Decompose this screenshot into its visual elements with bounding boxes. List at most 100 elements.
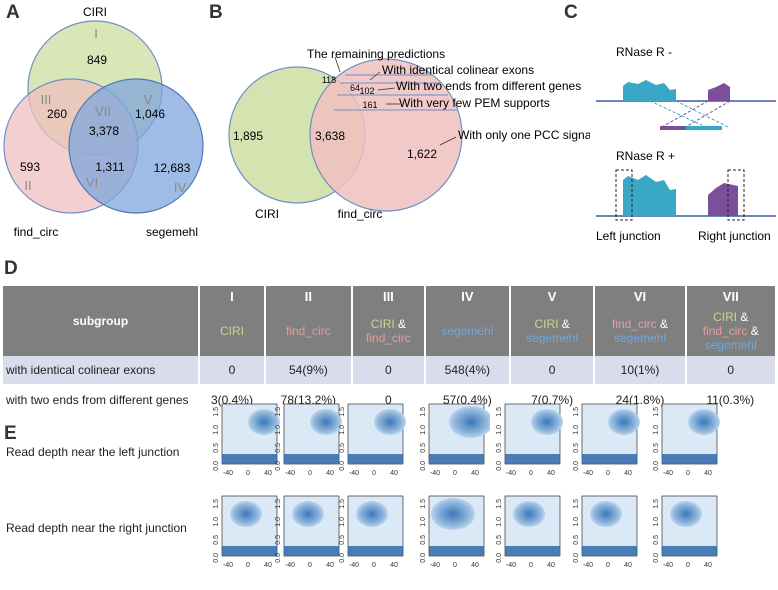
venn-a-label-findcirc: find_circ: [14, 225, 59, 239]
x-tick: 0: [606, 562, 610, 569]
read-depth-plot: 0.0 0.5 1.0 1.5 -40 0 40: [420, 403, 490, 477]
venn-a-circle-segemehl: [68, 78, 204, 214]
table-row-label: with two ends from different genes: [6, 393, 189, 407]
x-tick: 0: [686, 470, 690, 477]
panel-e-label-right: Read depth near the right junction: [6, 521, 187, 535]
panel-label-d: D: [4, 258, 18, 279]
y-tick: 0.5: [653, 443, 660, 453]
y-tick: 0.5: [420, 443, 427, 453]
venn-a-roman-vi: VI: [86, 175, 98, 190]
venn-b: 1,895 3,638 1,622 161 102 64 118 CIRI fi…: [228, 47, 590, 221]
table-cell: 11(0.3%): [706, 393, 755, 407]
x-tick: 40: [390, 470, 398, 477]
venn-b-count-very-few: 161: [362, 100, 377, 110]
x-tick: -40: [285, 470, 295, 477]
y-tick: 0.5: [213, 535, 220, 545]
read-depth-plot: 0.0 0.5 1.0 1.5 -40 0 40: [339, 403, 406, 477]
y-tick: 0.0: [653, 553, 660, 563]
table-group-part: CIRI: [370, 317, 395, 331]
venn-b-count-remaining: 118: [322, 75, 336, 85]
venn-b-count-overlap: 3,638: [315, 129, 345, 143]
table-group-part: find_circ: [702, 324, 748, 338]
x-tick: -40: [430, 470, 440, 477]
exon-left-plus: [623, 175, 676, 216]
panel-label-a: A: [6, 2, 20, 23]
y-tick: 0.0: [496, 553, 503, 563]
venn-a-roman-i: I: [94, 26, 98, 41]
venn-a-count-ii: 593: [20, 160, 40, 174]
y-tick: 1.0: [213, 425, 220, 435]
table-group-part: segemehl: [613, 331, 666, 345]
x-tick: -40: [663, 470, 673, 477]
y-tick: 1.0: [339, 517, 346, 527]
y-tick: 1.5: [653, 499, 660, 509]
read-depth-plot: 0.0 0.5 1.0 1.5 -40 0 40: [213, 403, 280, 477]
x-tick: 40: [471, 562, 479, 569]
read-depth-plot: 0.0 0.5 1.0 1.5 -40 0 40: [420, 495, 485, 569]
table-cell: 10(1%): [594, 356, 687, 384]
y-tick: 0.0: [420, 553, 427, 563]
venn-b-label-findcirc: find_circ: [338, 207, 383, 221]
x-tick: 40: [704, 470, 712, 477]
panel-c-schematic: RNase R - RNase R + Left junction Right …: [596, 45, 776, 243]
x-tick: 0: [529, 470, 533, 477]
x-tick: 0: [308, 562, 312, 569]
table-row-label: with identical colinear exons: [3, 356, 200, 384]
venn-a-roman-iv: IV: [174, 180, 187, 195]
venn-b-count-ciri-only: 1,895: [233, 129, 263, 143]
y-tick: 0.0: [275, 461, 282, 471]
y-tick: 0.0: [653, 461, 660, 471]
right-junction-label: Right junction: [698, 229, 771, 243]
table-roman: I: [199, 286, 266, 306]
x-tick: 40: [264, 470, 272, 477]
x-tick: 0: [246, 562, 250, 569]
y-tick: 0.0: [275, 553, 282, 563]
table-cell: 0: [385, 393, 392, 407]
x-tick: 40: [390, 562, 398, 569]
x-tick: -40: [223, 562, 233, 569]
read-depth-plot: 0.0 0.5 1.0 1.5 -40 0 40: [275, 495, 340, 569]
table-roman: II: [264, 286, 353, 306]
read-depth-plot: 0.0 0.5 1.0 1.5 -40 0 40: [339, 495, 404, 569]
x-tick: 40: [264, 562, 272, 569]
venn-a-label-segemehl: segemehl: [146, 225, 198, 239]
x-tick: 0: [686, 562, 690, 569]
x-tick: -40: [506, 562, 516, 569]
x-tick: 0: [453, 470, 457, 477]
y-tick: 0.5: [275, 443, 282, 453]
y-tick: 1.5: [275, 499, 282, 509]
table-group-part: CIRI: [713, 310, 738, 324]
exon-left-minus: [623, 80, 676, 101]
table-group-part: CIRI: [219, 324, 244, 338]
venn-a-roman-ii: II: [24, 178, 31, 193]
x-tick: -40: [430, 562, 440, 569]
y-tick: 0.5: [496, 443, 503, 453]
venn-a-roman-iii: III: [41, 92, 52, 107]
right-junction-box: [727, 169, 745, 221]
table-group: CIRI & segemehl: [509, 306, 596, 356]
venn-b-label-ciri: CIRI: [255, 207, 279, 221]
y-tick: 1.5: [213, 499, 220, 509]
exon-right-plus: [708, 183, 738, 216]
venn-a-count-vii: 3,378: [89, 124, 119, 138]
table-group-part: &: [558, 317, 570, 331]
y-tick: 0.5: [573, 535, 580, 545]
table-roman: III: [351, 286, 426, 306]
y-tick: 1.5: [213, 407, 220, 417]
venn-a-count-iv: 12,683: [154, 161, 191, 175]
y-tick: 1.0: [420, 425, 427, 435]
y-tick: 0.5: [573, 443, 580, 453]
left-junction-box: [615, 169, 633, 221]
venn-b-note-identical: With identical colinear exons: [382, 63, 534, 77]
x-tick: -40: [223, 470, 233, 477]
venn-a-count-vi: 1,311: [95, 160, 124, 174]
table-roman: VII: [685, 286, 775, 306]
y-tick: 1.5: [653, 407, 660, 417]
y-tick: 1.5: [496, 407, 503, 417]
table-group-part: find_circ: [366, 331, 411, 345]
x-tick: 40: [547, 470, 555, 477]
y-tick: 0.0: [213, 461, 220, 471]
y-tick: 0.5: [339, 443, 346, 453]
table-roman: V: [509, 286, 596, 306]
x-tick: -40: [663, 562, 673, 569]
